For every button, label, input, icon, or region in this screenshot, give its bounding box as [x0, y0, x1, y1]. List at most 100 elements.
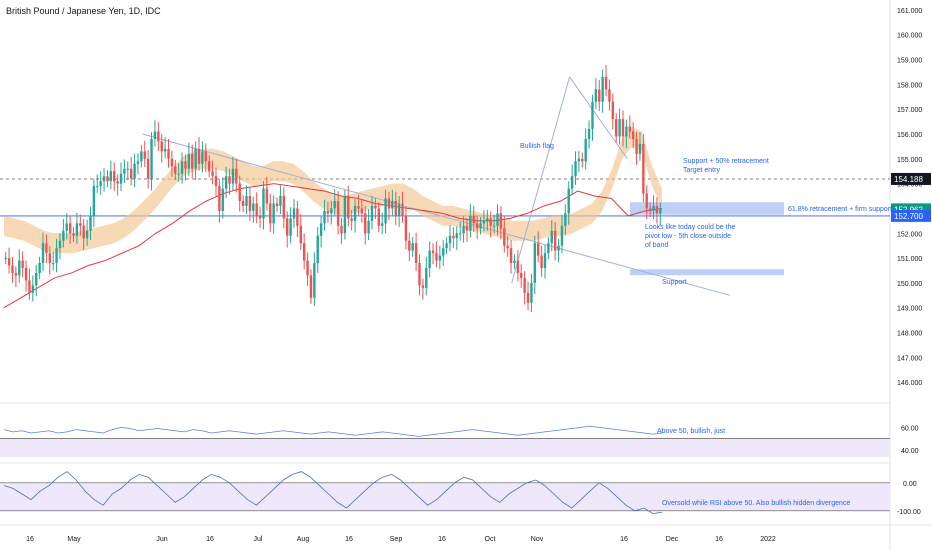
candle-body: [272, 203, 275, 224]
candle-body: [547, 243, 550, 254]
candle-body: [438, 255, 442, 261]
candle-body: [435, 253, 438, 261]
time-tick-label: Jun: [156, 536, 167, 543]
candle-body: [248, 196, 252, 211]
time-tick-label: May: [67, 536, 81, 543]
candle-body: [482, 220, 486, 224]
candle-body: [306, 260, 309, 276]
candle-body: [492, 225, 496, 227]
candle-body: [411, 243, 414, 251]
candle-body: [167, 148, 170, 159]
candle-body: [255, 203, 258, 216]
candle-body: [208, 161, 211, 172]
candle-body: [11, 265, 14, 273]
candle-body: [594, 89, 598, 102]
cci-tick-label: 0.00: [903, 481, 917, 488]
candle-body: [533, 243, 537, 283]
candle-body: [543, 253, 547, 268]
candle-body: [96, 186, 99, 188]
candle-body: [642, 143, 645, 194]
candle-body: [218, 186, 221, 211]
candle-body: [72, 233, 75, 236]
candle-body: [347, 196, 350, 219]
candle-body: [113, 171, 116, 182]
candle-body: [425, 268, 428, 288]
candle-body: [38, 263, 41, 273]
candle-body: [302, 243, 306, 261]
candle-body: [520, 272, 523, 278]
candle-body: [75, 223, 79, 236]
candle-body: [136, 161, 140, 164]
candle-body: [228, 176, 231, 184]
candle-body: [258, 215, 262, 219]
candle-body: [384, 198, 387, 224]
candle-body: [201, 151, 204, 164]
candle-body: [41, 243, 45, 264]
candle-body: [82, 225, 85, 239]
candle-body: [537, 243, 540, 256]
candle-body: [635, 138, 638, 154]
price-tick-label: 161.000: [897, 8, 922, 15]
candle-body: [452, 235, 455, 239]
candle-body: [455, 233, 458, 239]
candle-body: [530, 282, 533, 303]
candle-body: [418, 263, 421, 286]
candle-body: [442, 248, 445, 256]
candle-body: [574, 161, 577, 177]
price-tick-label: 157.000: [897, 107, 922, 114]
candle-body: [313, 263, 316, 298]
candle-body: [45, 243, 48, 254]
candle-body: [7, 258, 11, 266]
candle-body: [587, 129, 591, 139]
candle-body: [496, 213, 499, 226]
time-tick-label: Sep: [390, 536, 403, 543]
candle-body: [235, 168, 238, 184]
support-zone: [630, 269, 784, 276]
candle-body: [279, 196, 282, 206]
candle-body: [526, 292, 530, 303]
candle-body: [336, 201, 340, 226]
time-tick-label: 16: [206, 536, 214, 543]
candle-body: [448, 235, 452, 244]
time-tick-label: Aug: [297, 536, 310, 543]
candle-body: [143, 151, 146, 159]
candle-body: [28, 280, 31, 293]
chart-title: British Pound / Japanese Yen, 1D, IDC: [6, 6, 161, 16]
price-tick-label: 155.000: [897, 157, 922, 164]
candle-body: [648, 208, 652, 211]
candle-body: [252, 203, 255, 211]
candle-body: [309, 275, 313, 298]
candle-body: [370, 205, 374, 221]
candle-body: [238, 183, 241, 201]
candle-body: [330, 208, 333, 214]
candle-body: [618, 119, 621, 137]
candle-body: [611, 101, 615, 120]
rsi-line: [3, 425, 663, 437]
candle-body: [214, 176, 218, 187]
chart-annotation: Target entry: [683, 167, 720, 174]
candle-body: [401, 203, 404, 216]
annotations: Bullish flag Support + 50% retracement Tar…: [520, 143, 892, 286]
candle-body: [553, 230, 557, 251]
chart-annotation: Support: [662, 279, 687, 286]
candle-body: [652, 205, 655, 211]
candle-body: [465, 225, 469, 231]
trendline: [511, 76, 571, 284]
support-zone: [630, 202, 784, 215]
time-tick-label: Nov: [531, 536, 544, 543]
candle-body: [269, 203, 272, 224]
candle-body: [516, 260, 520, 273]
time-tick-label: Dec: [666, 536, 679, 543]
candle-body: [391, 201, 394, 209]
candle-body: [513, 260, 516, 264]
candle-body: [557, 245, 560, 251]
candle-body: [509, 248, 513, 264]
moving-average: [3, 183, 663, 309]
candle-body: [364, 213, 367, 234]
candle-body: [106, 176, 109, 182]
candle-body: [184, 161, 187, 169]
price-label: 154.188: [894, 175, 923, 184]
price-label-box: [891, 172, 931, 185]
candle-body: [299, 225, 302, 244]
candle-body: [357, 205, 360, 209]
